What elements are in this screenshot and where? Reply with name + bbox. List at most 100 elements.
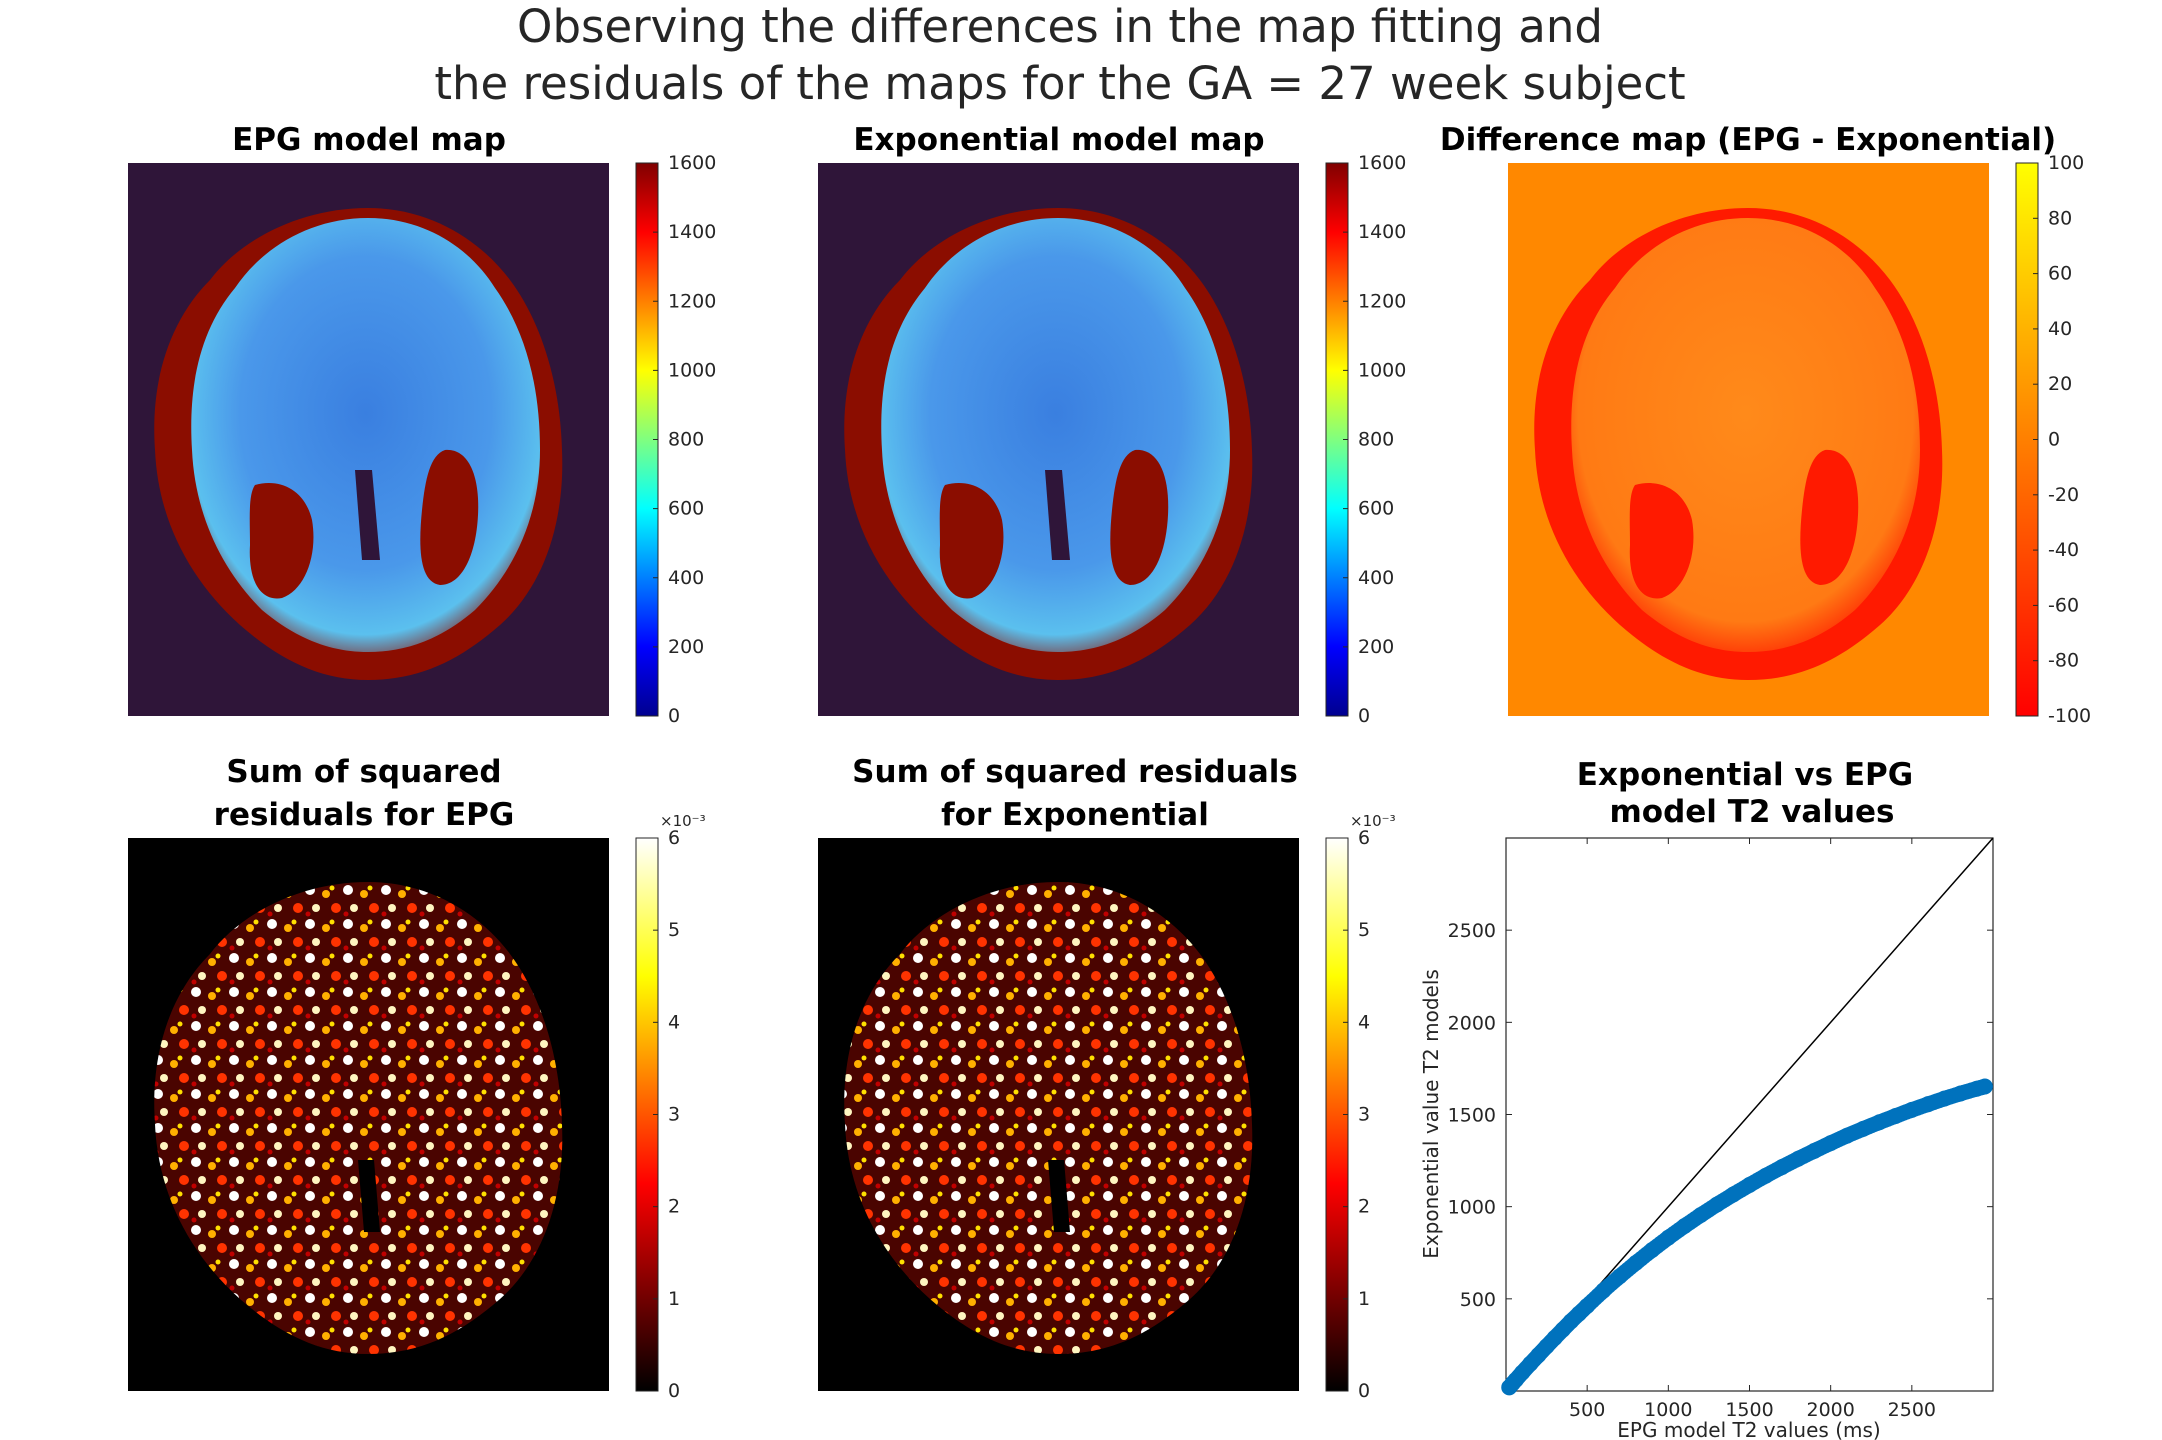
colorbar-tick-label: 60 bbox=[2048, 263, 2072, 285]
scatter-xtick-label: 500 bbox=[1569, 1399, 1605, 1421]
colorbar-ssr-epg-exponent: ×10⁻³ bbox=[660, 812, 706, 830]
panel-ssr-epg-title-line-2: residuals for EPG bbox=[214, 797, 515, 833]
ssr-exp-brain bbox=[844, 882, 1253, 1354]
scatter-points bbox=[1501, 1078, 1993, 1396]
scatter-point bbox=[1887, 1107, 1904, 1124]
colorbar-tick-label: 1400 bbox=[1358, 221, 1406, 243]
scatter-point bbox=[1595, 1282, 1612, 1299]
colorbar-difference: -100 -80 -60 -40 -20 0 20 40 60 80 100 bbox=[2015, 152, 2091, 727]
scatter-xticks: 500 1000 1500 2000 2500 bbox=[1569, 838, 1936, 1421]
scatter-point bbox=[1725, 1186, 1742, 1203]
colorbar-tick-label: 5 bbox=[668, 919, 680, 941]
colorbar-tick-label: 800 bbox=[668, 429, 704, 451]
colorbar-tick-label: 4 bbox=[668, 1011, 680, 1033]
scatter-point bbox=[1579, 1297, 1596, 1314]
colorbar-tick-label: 600 bbox=[668, 498, 704, 520]
suptitle-line-2: the residuals of the maps for the GA = 2… bbox=[434, 57, 1685, 110]
colorbar-tick-label: 1000 bbox=[668, 359, 716, 381]
panel-ssr-epg-title-line-1: Sum of squared bbox=[226, 754, 501, 790]
suptitle-line-1: Observing the differences in the map fit… bbox=[517, 0, 1603, 53]
colorbar-tick-label: 2 bbox=[1358, 1196, 1370, 1218]
colorbar-tick-label: 1600 bbox=[668, 152, 716, 174]
colorbar-tick-label: -60 bbox=[2048, 594, 2079, 616]
diff-map-brain-tissue bbox=[1571, 218, 1920, 652]
diff-map-ventricle-right bbox=[1800, 449, 1859, 585]
epg-map-ventricle-left bbox=[249, 483, 314, 599]
colorbar-exponential: 0 200 400 600 800 1000 1200 1400 1600 bbox=[1325, 152, 1406, 727]
colorbar-tick-label: 40 bbox=[2048, 318, 2072, 340]
colorbar-tick-label: 200 bbox=[668, 636, 704, 658]
ssr-epg-brain bbox=[154, 882, 563, 1354]
scatter-point bbox=[1676, 1218, 1693, 1235]
colorbar-tick-label: 0 bbox=[1358, 705, 1370, 727]
exp-map-ventricle-right bbox=[1110, 449, 1169, 585]
exp-map-brain-tissue bbox=[881, 218, 1230, 652]
colorbar-tick-label: 1000 bbox=[1358, 359, 1406, 381]
colorbar-tick-label: 20 bbox=[2048, 373, 2072, 395]
scatter-ytick-label: 2000 bbox=[1448, 1012, 1496, 1034]
colorbar-tick-label: 0 bbox=[668, 1380, 680, 1402]
colorbar-tick-label: 2 bbox=[668, 1196, 680, 1218]
scatter-point bbox=[1976, 1078, 1993, 1095]
scatter-point bbox=[1920, 1096, 1937, 1113]
colorbar-tick-label: 0 bbox=[1358, 1380, 1370, 1402]
panel-exponential-model-map-title: Exponential model map bbox=[853, 122, 1264, 158]
colorbar-tick-label: 600 bbox=[1358, 498, 1394, 520]
scatter-xtick-label: 1500 bbox=[1725, 1399, 1773, 1421]
scatter-point bbox=[1757, 1167, 1774, 1184]
scatter-ytick-label: 1000 bbox=[1448, 1197, 1496, 1219]
colorbar-tick-label: 200 bbox=[1358, 636, 1394, 658]
scatter-point bbox=[1903, 1101, 1920, 1118]
scatter-point bbox=[1952, 1085, 1969, 1102]
colorbar-tick-label: -40 bbox=[2048, 539, 2079, 561]
panel-ssr-exponential-title-line-1: Sum of squared residuals bbox=[852, 754, 1298, 790]
ssr-epg-midline bbox=[358, 1160, 380, 1232]
panel-epg-model-map: EPG model map bbox=[128, 122, 609, 716]
epg-map-midline bbox=[355, 470, 380, 560]
colorbar-tick-label: 4 bbox=[1358, 1011, 1370, 1033]
colorbar-tick-label: 80 bbox=[2048, 207, 2072, 229]
colorbar-epg: 0 200 400 600 800 1000 1200 1400 1600 bbox=[635, 152, 716, 727]
colorbar-tick-label: 1400 bbox=[668, 221, 716, 243]
scatter-point bbox=[1855, 1120, 1872, 1137]
colorbar-tick-label: 3 bbox=[1358, 1104, 1370, 1126]
colorbar-tick-label: -100 bbox=[2048, 705, 2091, 727]
scatter-point bbox=[1806, 1142, 1823, 1159]
scatter-point bbox=[1741, 1176, 1758, 1193]
panel-scatter-title-line-1: Exponential vs EPG bbox=[1577, 757, 1913, 793]
colorbar-epg-ticks: 0 200 400 600 800 1000 1200 1400 1600 bbox=[653, 152, 716, 727]
colorbar-tick-label: 5 bbox=[1358, 919, 1370, 941]
diff-map-ventricle-left bbox=[1629, 483, 1694, 599]
scatter-point bbox=[1773, 1159, 1790, 1176]
panel-epg-model-map-title: EPG model map bbox=[232, 122, 506, 158]
colorbar-ssr-exponential-exponent: ×10⁻³ bbox=[1350, 812, 1396, 830]
panel-difference-map-title: Difference map (EPG - Exponential) bbox=[1440, 122, 2056, 158]
scatter-yticks: 500 1000 1500 2000 2500 bbox=[1448, 920, 1993, 1311]
epg-map-brain-tissue bbox=[191, 218, 541, 652]
scatter-point bbox=[1644, 1241, 1661, 1258]
colorbar-tick-label: -20 bbox=[2048, 484, 2079, 506]
scatter-point bbox=[1611, 1268, 1628, 1285]
colorbar-tick-label: 0 bbox=[668, 705, 680, 727]
colorbar-tick-label: 0 bbox=[2048, 429, 2060, 451]
panel-ssr-exponential: Sum of squared residuals for Exponential bbox=[818, 754, 1299, 1391]
scatter-xlabel: EPG model T2 values (ms) bbox=[1617, 1418, 1880, 1440]
colorbar-tick-label: 3 bbox=[668, 1104, 680, 1126]
scatter-ytick-label: 1500 bbox=[1448, 1105, 1496, 1127]
colorbar-tick-label: 6 bbox=[668, 827, 680, 849]
colorbar-tick-label: 1200 bbox=[1358, 290, 1406, 312]
panel-ssr-exponential-title-line-2: for Exponential bbox=[941, 797, 1209, 833]
colorbar-tick-label: 400 bbox=[1358, 567, 1394, 589]
exp-map-ventricle-left bbox=[939, 483, 1004, 599]
ssr-exp-midline bbox=[1048, 1160, 1070, 1232]
colorbar-ssr-epg: ×10⁻³ 0 1 2 3 4 5 6 bbox=[635, 812, 706, 1402]
colorbar-tick-label: -80 bbox=[2048, 650, 2079, 672]
colorbar-tick-label: 1 bbox=[1358, 1288, 1370, 1310]
scatter-ytick-label: 2500 bbox=[1448, 920, 1496, 942]
panel-exponential-model-map: Exponential model map bbox=[818, 122, 1299, 716]
colorbar-tick-label: 1200 bbox=[668, 290, 716, 312]
scatter-ylabel: Exponential value T2 models bbox=[1419, 969, 1443, 1259]
colorbar-ssr-epg-ticks: 0 1 2 3 4 5 6 bbox=[653, 827, 680, 1402]
scatter-xtick-label: 2000 bbox=[1806, 1399, 1854, 1421]
